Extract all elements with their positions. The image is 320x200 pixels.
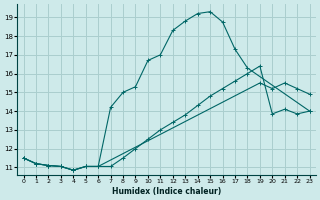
X-axis label: Humidex (Indice chaleur): Humidex (Indice chaleur): [112, 187, 221, 196]
